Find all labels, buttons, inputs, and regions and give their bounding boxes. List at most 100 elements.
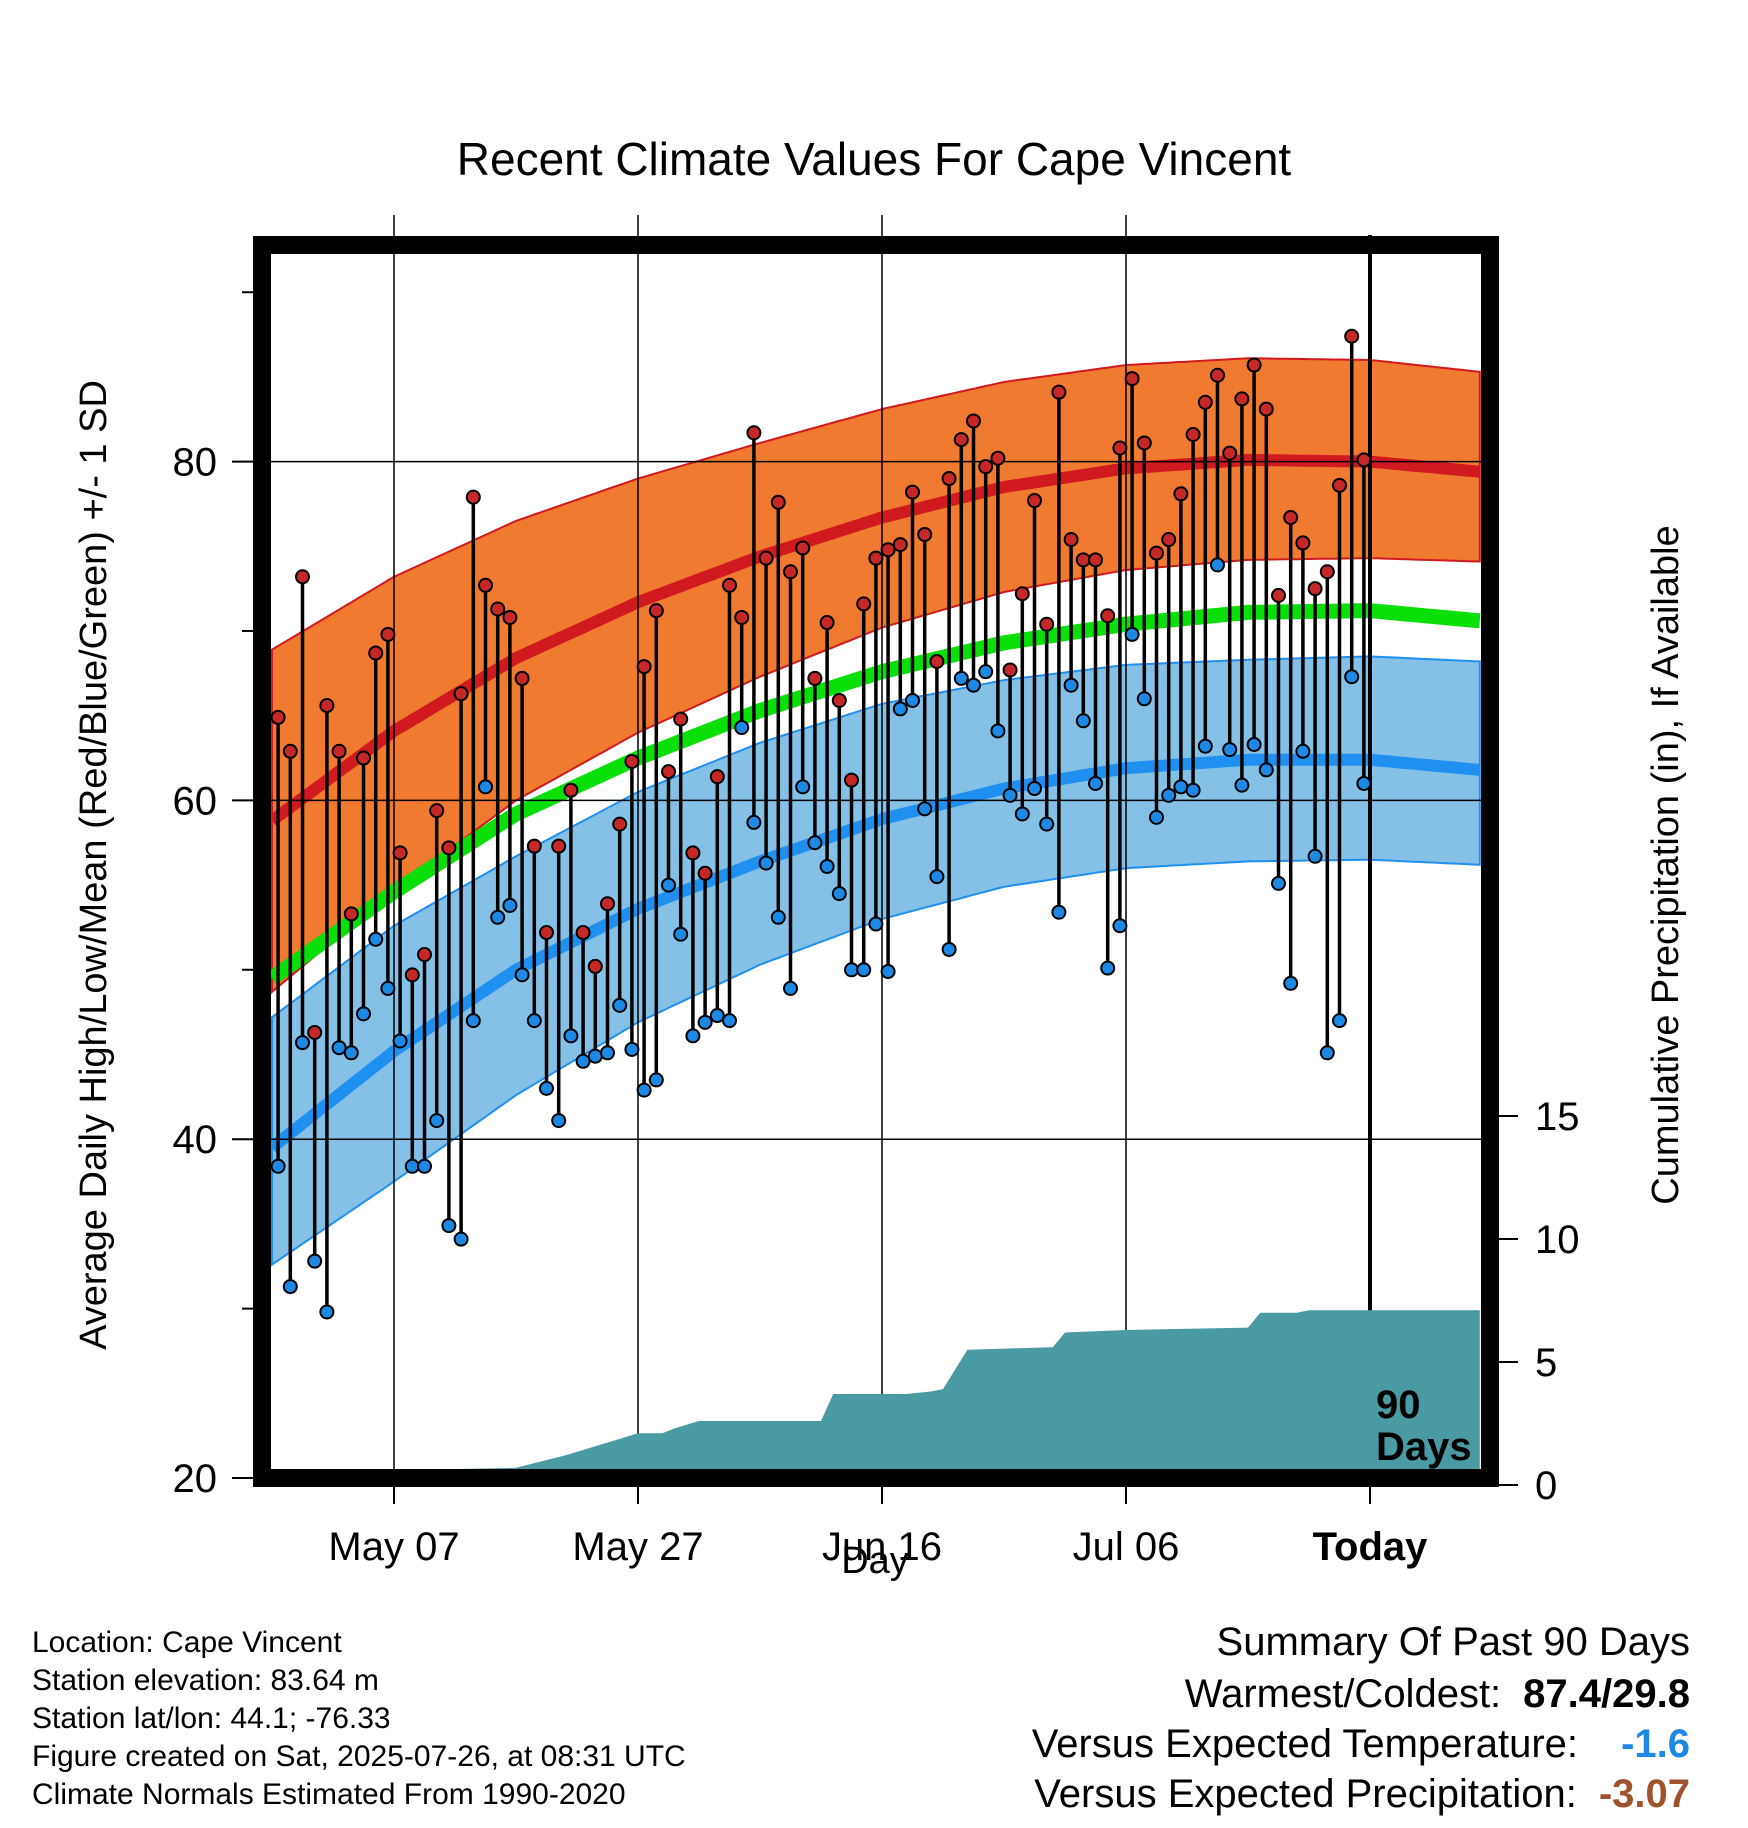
daily-low-point xyxy=(941,941,957,957)
daily-high-point xyxy=(856,596,872,612)
daily-high-point xyxy=(1051,384,1067,400)
daily-low-point xyxy=(819,858,835,874)
daily-high-point xyxy=(356,750,371,766)
daily-high-point xyxy=(1344,328,1360,344)
low-sd-band xyxy=(271,655,1481,1267)
daily-high-point xyxy=(600,896,615,912)
daily-high-point xyxy=(1124,371,1140,387)
summary-warm-cold: Warmest/Coldest: 87.4/29.8 xyxy=(1185,1672,1690,1717)
daily-low-point xyxy=(1271,875,1286,891)
cumulative-precip-area xyxy=(272,1310,1480,1485)
y-tick-label: 40 xyxy=(173,1118,218,1162)
x-tick-label: Today xyxy=(1313,1525,1429,1569)
daily-low-point xyxy=(1246,736,1262,752)
y2-tick-label: 10 xyxy=(1535,1218,1580,1262)
daily-high-point xyxy=(465,489,481,505)
daily-high-point xyxy=(1307,581,1323,597)
daily-high-point xyxy=(636,659,652,675)
daily-low-point xyxy=(734,720,750,736)
daily-low-point xyxy=(795,779,811,795)
daily-low-point xyxy=(392,1033,408,1049)
daily-low-point xyxy=(1197,738,1213,754)
daily-low-point xyxy=(1014,806,1030,822)
daily-high-point xyxy=(526,838,542,854)
daily-high-point xyxy=(490,601,506,617)
daily-low-point xyxy=(539,1080,554,1096)
daily-high-point xyxy=(514,670,530,686)
daily-low-point xyxy=(1332,1013,1347,1029)
daily-low-point xyxy=(783,980,798,996)
daily-high-point xyxy=(807,670,823,686)
daily-low-point xyxy=(478,779,493,795)
daily-low-point xyxy=(356,1006,371,1022)
daily-high-point xyxy=(1356,452,1372,468)
x-tick-label: Jul 06 xyxy=(1073,1525,1180,1569)
daily-high-point xyxy=(1246,357,1262,373)
y2-axis-label: Cumulative Precipitation (in), If Availa… xyxy=(1645,525,1687,1204)
ninety-days-label: 90 xyxy=(1376,1383,1421,1427)
info-elevation: Station elevation: 83.64 m xyxy=(32,1664,379,1697)
daily-high-point xyxy=(941,471,957,487)
daily-low-point xyxy=(1002,787,1018,803)
daily-low-point xyxy=(807,835,823,851)
daily-low-point xyxy=(1100,960,1116,976)
daily-low-point xyxy=(343,1045,359,1061)
daily-low-point xyxy=(673,926,689,942)
daily-high-point xyxy=(1136,435,1152,451)
daily-low-point xyxy=(697,1014,713,1030)
y-axis-label: Average Daily High/Low/Mean (Red/Blue/Gr… xyxy=(73,380,115,1350)
daily-low-point xyxy=(917,801,933,817)
daily-high-point xyxy=(819,615,835,631)
daily-high-point xyxy=(612,816,628,832)
daily-high-point xyxy=(295,569,310,585)
daily-high-point xyxy=(1271,587,1286,603)
daily-high-point xyxy=(685,845,701,861)
daily-low-point xyxy=(453,1231,469,1247)
daily-high-point xyxy=(429,803,445,819)
daily-low-point xyxy=(770,909,786,925)
daily-high-point xyxy=(1027,493,1042,509)
daily-high-point xyxy=(551,838,567,854)
info-normals: Climate Normals Estimated From 1990-2020 xyxy=(32,1778,626,1811)
daily-low-point xyxy=(966,677,981,693)
daily-low-point xyxy=(990,723,1006,739)
y2-tick-label: 15 xyxy=(1535,1095,1580,1139)
daily-low-point xyxy=(1088,775,1103,791)
daily-low-point xyxy=(1356,775,1372,791)
daily-low-point xyxy=(600,1045,615,1061)
x-tick-label: May 07 xyxy=(328,1525,459,1569)
daily-low-point xyxy=(624,1041,640,1057)
daily-low-point xyxy=(746,814,762,830)
daily-low-point xyxy=(1307,848,1323,864)
warm-cold-value: 87.4/29.8 xyxy=(1523,1672,1690,1716)
daily-high-point xyxy=(282,743,298,759)
daily-low-point xyxy=(1161,787,1177,803)
daily-low-point xyxy=(380,980,396,996)
daily-low-point xyxy=(612,997,628,1013)
daily-low-point xyxy=(685,1028,701,1044)
daily-low-point xyxy=(282,1279,298,1295)
warm-cold-label: Warmest/Coldest: xyxy=(1184,1672,1502,1716)
daily-low-point xyxy=(575,1053,591,1069)
daily-high-point xyxy=(1197,394,1213,410)
daily-high-point xyxy=(1100,608,1116,624)
daily-high-point xyxy=(929,653,945,669)
daily-low-point xyxy=(1173,779,1189,795)
daily-low-point xyxy=(526,1013,542,1029)
daily-high-point xyxy=(417,947,432,963)
daily-high-point xyxy=(441,840,457,856)
daily-low-point xyxy=(978,664,994,680)
daily-low-point xyxy=(722,1013,737,1029)
daily-high-point xyxy=(1185,426,1201,442)
precip-value: -3.07 xyxy=(1598,1772,1690,1816)
daily-high-point xyxy=(368,645,384,661)
daily-high-point xyxy=(1112,440,1128,456)
daily-low-point xyxy=(1063,677,1079,693)
x-tick-label: May 27 xyxy=(572,1525,703,1569)
daily-low-point xyxy=(514,967,530,983)
daily-high-point xyxy=(624,753,640,769)
daily-low-point xyxy=(1149,809,1164,825)
daily-low-point xyxy=(868,916,884,932)
daily-high-point xyxy=(307,1024,323,1040)
daily-low-point xyxy=(307,1253,323,1269)
